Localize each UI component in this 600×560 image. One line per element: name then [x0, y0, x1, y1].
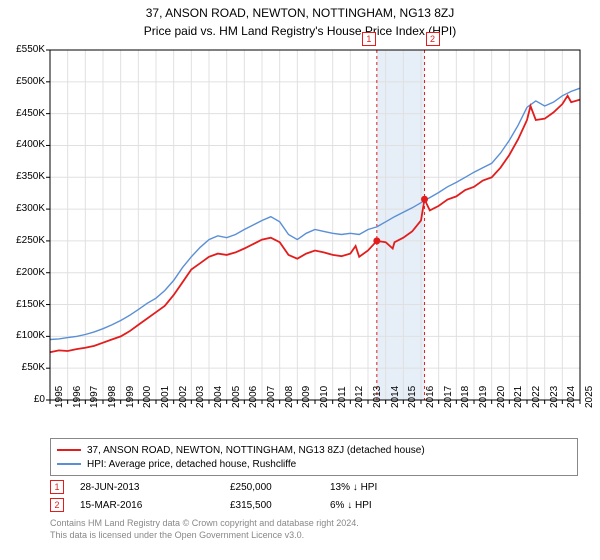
x-tick-label: 2023: [549, 386, 560, 408]
x-tick-label: 1998: [107, 386, 118, 408]
y-tick-label: £500K: [5, 76, 45, 87]
x-tick-label: 2007: [266, 386, 277, 408]
event-marker: 2: [426, 32, 440, 46]
y-tick-label: £150K: [5, 299, 45, 310]
x-tick-label: 2012: [354, 386, 365, 408]
legend-label-s2: HPI: Average price, detached house, Rush…: [87, 459, 296, 470]
x-tick-label: 2022: [531, 386, 542, 408]
x-tick-label: 2015: [407, 386, 418, 408]
x-tick-label: 2016: [425, 386, 436, 408]
x-tick-label: 2024: [566, 386, 577, 408]
transaction-pct: 13% ↓ HPI: [330, 482, 420, 493]
x-tick-label: 2018: [460, 386, 471, 408]
transaction-date: 28-JUN-2013: [64, 482, 230, 493]
transaction-marker: 1: [50, 480, 64, 494]
x-tick-label: 2002: [178, 386, 189, 408]
y-tick-label: £450K: [5, 108, 45, 119]
footer-line2: This data is licensed under the Open Gov…: [50, 530, 359, 542]
x-tick-label: 2019: [478, 386, 489, 408]
legend-row: HPI: Average price, detached house, Rush…: [57, 457, 571, 471]
x-tick-label: 1997: [89, 386, 100, 408]
transaction-date: 15-MAR-2016: [64, 500, 230, 511]
table-row: 215-MAR-2016£315,5006% ↓ HPI: [50, 496, 580, 514]
event-marker: 1: [362, 32, 376, 46]
plot-area: [50, 50, 580, 400]
x-tick-label: 2020: [496, 386, 507, 408]
y-tick-label: £550K: [5, 44, 45, 55]
y-tick-label: £100K: [5, 330, 45, 341]
transaction-marker: 2: [50, 498, 64, 512]
y-tick-label: £200K: [5, 267, 45, 278]
x-tick-label: 2011: [337, 386, 348, 408]
legend: 37, ANSON ROAD, NEWTON, NOTTINGHAM, NG13…: [50, 438, 578, 476]
chart-title: 37, ANSON ROAD, NEWTON, NOTTINGHAM, NG13…: [0, 0, 600, 20]
x-tick-label: 2006: [248, 386, 259, 408]
x-tick-label: 2000: [142, 386, 153, 408]
y-tick-label: £250K: [5, 235, 45, 246]
chart-subtitle: Price paid vs. HM Land Registry's House …: [0, 20, 600, 38]
x-tick-label: 2001: [160, 386, 171, 408]
x-tick-label: 2004: [213, 386, 224, 408]
x-tick-label: 2017: [443, 386, 454, 408]
x-tick-label: 2014: [390, 386, 401, 408]
chart-svg: [50, 50, 580, 400]
table-row: 128-JUN-2013£250,00013% ↓ HPI: [50, 478, 580, 496]
x-tick-label: 2021: [513, 386, 524, 408]
x-tick-label: 2009: [301, 386, 312, 408]
legend-label-s1: 37, ANSON ROAD, NEWTON, NOTTINGHAM, NG13…: [87, 445, 425, 456]
transactions-table: 128-JUN-2013£250,00013% ↓ HPI215-MAR-201…: [50, 478, 580, 514]
x-tick-label: 1995: [54, 386, 65, 408]
legend-swatch-s1: [57, 449, 81, 451]
x-tick-label: 2010: [319, 386, 330, 408]
footer-credits: Contains HM Land Registry data © Crown c…: [50, 518, 359, 541]
transaction-price: £315,500: [230, 500, 330, 511]
x-tick-label: 1996: [72, 386, 83, 408]
y-tick-label: £400K: [5, 139, 45, 150]
x-tick-label: 1999: [125, 386, 136, 408]
y-tick-label: £50K: [5, 362, 45, 373]
legend-row: 37, ANSON ROAD, NEWTON, NOTTINGHAM, NG13…: [57, 443, 571, 457]
y-tick-label: £0: [5, 394, 45, 405]
transaction-pct: 6% ↓ HPI: [330, 500, 420, 511]
footer-line1: Contains HM Land Registry data © Crown c…: [50, 518, 359, 530]
y-tick-label: £350K: [5, 171, 45, 182]
x-tick-label: 2003: [195, 386, 206, 408]
y-tick-label: £300K: [5, 203, 45, 214]
x-tick-label: 2013: [372, 386, 383, 408]
x-tick-label: 2005: [231, 386, 242, 408]
x-tick-label: 2008: [284, 386, 295, 408]
transaction-price: £250,000: [230, 482, 330, 493]
legend-swatch-s2: [57, 463, 81, 465]
x-tick-label: 2025: [584, 386, 595, 408]
